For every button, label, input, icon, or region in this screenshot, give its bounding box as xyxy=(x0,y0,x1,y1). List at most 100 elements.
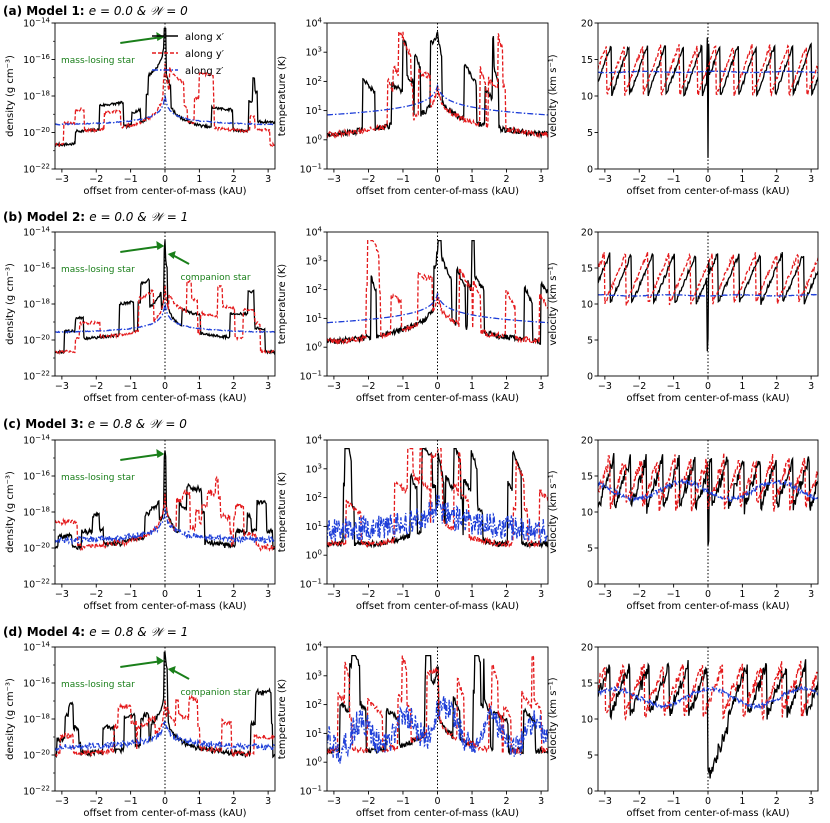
tick-exponent: −22 xyxy=(35,163,50,171)
x-tick-label: −1 xyxy=(124,589,138,600)
x-tick-label: 1 xyxy=(469,174,475,185)
y-axis-label: temperature (K) xyxy=(277,679,288,759)
row-title: (d) Model 4: e = 0.8 & 𝒲 = 1 xyxy=(3,625,188,639)
tick-mantissa: 10 xyxy=(305,671,317,682)
tick-exponent: −1 xyxy=(312,578,322,586)
y-axis-label: temperature (K) xyxy=(277,472,288,552)
x-tick-label: −2 xyxy=(89,174,103,185)
tick-exponent: −14 xyxy=(35,641,50,649)
y-tick-label: 104 xyxy=(305,434,322,447)
y-tick-label: 101 xyxy=(305,104,322,117)
plot-area xyxy=(55,27,275,148)
x-tick-label: −3 xyxy=(598,174,612,185)
series-y xyxy=(327,654,548,756)
x-tick-label: 1 xyxy=(739,174,745,185)
x-tick-label: 0 xyxy=(434,589,440,600)
tick-mantissa: 10 xyxy=(305,551,317,562)
y-tick-label: 15 xyxy=(581,472,593,483)
x-tick-label: −1 xyxy=(667,796,681,807)
tick-exponent: 3 xyxy=(318,462,322,470)
panel-velocity: −3 −2 −1 0 1 2 3 offset from center-of-mass (kA… xyxy=(548,643,819,819)
y-tick-label: 5 xyxy=(587,544,593,555)
y-tick-label: 102 xyxy=(305,283,322,296)
y-tick-label: 10−1 xyxy=(300,370,322,383)
x-axis-label: offset from center-of-mass (kAU) xyxy=(626,808,789,819)
tick-mantissa: 10 xyxy=(305,135,317,146)
y-tick-label: 10−22 xyxy=(23,370,50,383)
series-x xyxy=(598,37,818,158)
tick-exponent: 4 xyxy=(318,641,323,649)
y-tick-label: 10−14 xyxy=(23,17,50,30)
y-axis-label: velocity (km s⁻¹) xyxy=(548,262,559,345)
series-z xyxy=(55,719,275,752)
y-tick-label: 10−18 xyxy=(23,506,50,519)
series-z xyxy=(327,494,548,543)
plot-area xyxy=(327,654,548,764)
y-tick-label: 10−22 xyxy=(23,163,50,176)
series-y xyxy=(55,694,275,758)
tick-exponent: −20 xyxy=(35,542,50,550)
y-axis-label: density (g cm⁻³) xyxy=(5,678,16,760)
x-tick-label: 3 xyxy=(265,589,271,600)
x-tick-label: −1 xyxy=(396,589,410,600)
series-z xyxy=(55,508,275,545)
x-tick-label: −1 xyxy=(667,589,681,600)
y-tick-label: 0 xyxy=(587,165,593,176)
tick-mantissa: 15 xyxy=(581,679,593,690)
tick-exponent: 1 xyxy=(318,520,322,528)
panel-velocity: −3 −2 −1 0 1 2 3 offset from center-of-mass (kA… xyxy=(548,436,819,612)
x-tick-label: 1 xyxy=(196,796,202,807)
tick-exponent: 1 xyxy=(318,104,322,112)
panel-density: −3 −2 −1 0 1 2 3 offset from center-of-mass (kA… xyxy=(5,226,276,404)
legend-label-x: along x′ xyxy=(185,32,225,43)
y-tick-label: 10−20 xyxy=(23,334,50,347)
tick-mantissa: 15 xyxy=(581,472,593,483)
y-tick-label: 10−18 xyxy=(23,713,50,726)
tick-exponent: 2 xyxy=(318,75,322,83)
x-tick-label: 1 xyxy=(196,381,202,392)
x-tick-label: 3 xyxy=(808,381,814,392)
series-x xyxy=(55,450,275,551)
x-axis-label: offset from center-of-mass (kAU) xyxy=(356,186,519,197)
x-axis-label: offset from center-of-mass (kAU) xyxy=(626,393,789,404)
tick-exponent: −20 xyxy=(35,126,50,134)
x-tick-label: −3 xyxy=(327,589,341,600)
y-tick-label: 10−20 xyxy=(23,126,50,139)
x-tick-label: 1 xyxy=(739,589,745,600)
tick-mantissa: 10 xyxy=(23,544,35,555)
y-tick-label: 0 xyxy=(587,787,593,798)
x-tick-label: 1 xyxy=(469,589,475,600)
x-tick-label: 0 xyxy=(705,589,711,600)
x-tick-label: −1 xyxy=(396,796,410,807)
tick-exponent: −22 xyxy=(35,370,50,378)
panel-temperature: −3 −2 −1 0 1 2 3 offset from center-of-mass (kA… xyxy=(277,17,549,197)
y-axis-label: density (g cm⁻³) xyxy=(5,471,16,553)
tick-mantissa: 10 xyxy=(23,300,35,311)
row-label: (b) Model 2: xyxy=(3,210,89,224)
series-z xyxy=(327,83,548,116)
x-tick-label: −1 xyxy=(396,174,410,185)
tick-mantissa: 10 xyxy=(23,264,35,275)
panel-temperature: −3 −2 −1 0 1 2 3 offset from center-of-mass (kA… xyxy=(277,434,549,612)
tick-mantissa: 10 xyxy=(305,700,317,711)
y-tick-label: 20 xyxy=(581,19,593,30)
tick-mantissa: 5 xyxy=(587,336,593,347)
tick-mantissa: 10 xyxy=(305,464,317,475)
x-tick-label: 1 xyxy=(739,796,745,807)
x-axis-label: offset from center-of-mass (kAU) xyxy=(356,393,519,404)
companion-arrowhead xyxy=(167,251,176,259)
x-tick-label: −2 xyxy=(89,381,103,392)
tick-mantissa: 10 xyxy=(581,300,593,311)
y-tick-label: 10−18 xyxy=(23,298,50,311)
y-tick-label: 102 xyxy=(305,491,322,504)
tick-mantissa: 20 xyxy=(581,643,593,654)
companion-annotation: companion star xyxy=(180,688,250,698)
tick-mantissa: 0 xyxy=(587,787,593,798)
y-tick-label: 103 xyxy=(305,254,322,267)
y-tick-label: 103 xyxy=(305,46,322,59)
y-axis-label: temperature (K) xyxy=(277,56,288,136)
series-z xyxy=(327,291,548,324)
y-tick-label: 100 xyxy=(305,133,322,146)
x-tick-label: 2 xyxy=(231,174,237,185)
